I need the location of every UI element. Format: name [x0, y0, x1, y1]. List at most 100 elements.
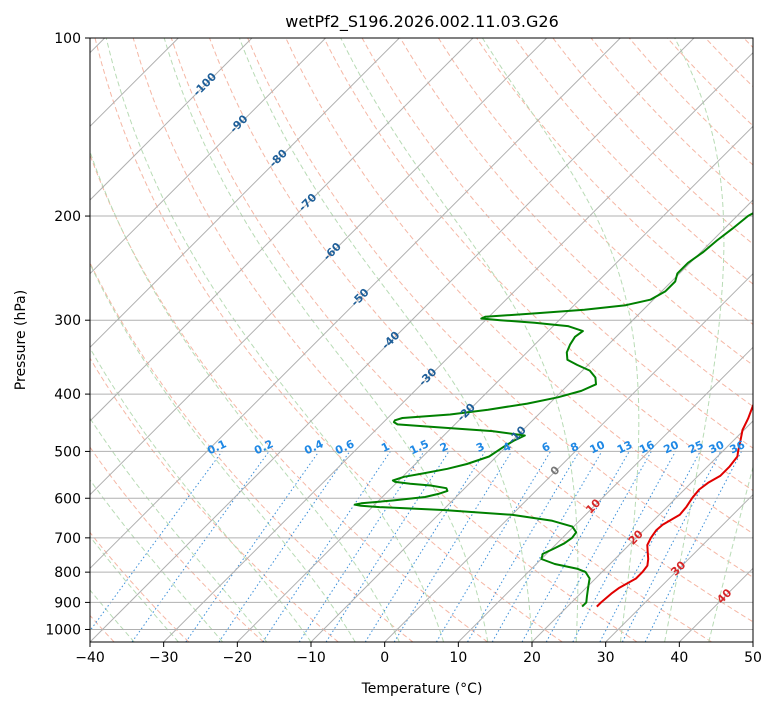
dry-adiabat-line — [552, 38, 753, 245]
dry-adiabat-line — [90, 357, 339, 642]
isotherm-line — [236, 125, 753, 642]
dry-adiabat-line — [90, 446, 264, 642]
moist-adiabat-line — [105, 38, 445, 642]
mixing-ratio-line — [298, 451, 425, 642]
y-tick-label: 500 — [54, 444, 81, 460]
dry-adiabat-line — [514, 38, 753, 285]
mixing-ratio-line — [393, 451, 513, 642]
y-tick-label: 700 — [54, 531, 81, 547]
isotherm-label: -50 — [348, 286, 371, 309]
dry-adiabat-line — [437, 38, 753, 366]
mixing-ratio-line — [467, 451, 580, 642]
dry-adiabat-line — [361, 38, 753, 449]
isotherm-label: -60 — [321, 240, 344, 263]
moist-adiabat-line — [664, 38, 725, 642]
y-tick-label: 300 — [54, 313, 81, 329]
x-axis-label: Temperature (°C) — [361, 681, 483, 697]
y-tick-label: 100 — [54, 31, 81, 47]
moist-adiabat-line — [90, 150, 400, 642]
profile-lines — [353, 212, 753, 608]
mixing-ratio-label: 0.4 — [302, 437, 325, 457]
mixing-ratio-label: 25 — [686, 438, 705, 456]
mixing-ratio-label: 10 — [588, 438, 608, 456]
isotherm-line — [384, 272, 753, 642]
x-tick-label: 20 — [523, 650, 541, 666]
isotherm-line — [90, 38, 621, 570]
dry-adiabat-line — [90, 261, 414, 642]
mixing-ratio-label: 13 — [615, 438, 634, 456]
mixing-ratio-line — [644, 451, 742, 642]
isotherm-line — [90, 38, 400, 349]
y-axis-label: Pressure (hPa) — [13, 290, 29, 390]
isotherm-line — [310, 199, 753, 642]
mixing-ratio-line — [185, 451, 320, 642]
isotherm-line — [752, 641, 753, 642]
background-lines — [90, 38, 753, 642]
isotherm-line — [90, 38, 548, 496]
moist-adiabat-line — [238, 38, 533, 642]
isotherm-line — [605, 493, 753, 642]
isotherm-label: 30 — [668, 558, 688, 578]
chart-title: wetPf2_S196.2026.002.11.03.G26 — [285, 12, 559, 32]
isotherm-line — [90, 38, 474, 422]
isotherm-label: -30 — [416, 365, 439, 388]
x-tick-label: 10 — [449, 650, 467, 666]
mixing-ratio-line — [262, 451, 391, 642]
moist-adiabat-line — [90, 262, 356, 642]
y-tick-label: 1000 — [45, 622, 81, 638]
mixing-ratio-line — [572, 451, 676, 642]
dry-adiabat-line — [132, 38, 638, 642]
x-tick-label: 40 — [670, 650, 688, 666]
x-tick-label: −30 — [149, 650, 179, 666]
line-labels: -100-90-80-70-60-50-40-30-20-10010203040… — [191, 70, 748, 606]
y-tick-label: 900 — [54, 595, 81, 611]
isotherm-line — [90, 38, 695, 642]
x-tick-label: 30 — [597, 650, 615, 666]
plot-frame — [89, 37, 754, 643]
isotherm-label: -90 — [227, 112, 250, 135]
y-tick-label: 400 — [54, 387, 81, 403]
mixing-ratio-label: 0.1 — [205, 437, 228, 457]
isotherm-line — [163, 51, 753, 642]
moist-adiabat-line — [708, 465, 753, 642]
mixing-ratio-line — [521, 451, 630, 642]
mixing-ratio-label: 0.6 — [333, 437, 356, 457]
x-tick-label: −10 — [296, 650, 326, 666]
moist-adiabat-line — [481, 38, 640, 642]
moist-adiabat-line — [163, 38, 489, 642]
y-axis: 100 200 300 400 500 600 700 800 900 1000 — [45, 31, 90, 638]
isotherm-label: -40 — [379, 329, 402, 352]
mixing-ratio-label: 6 — [540, 440, 553, 455]
y-tick-label: 600 — [54, 491, 81, 507]
x-tick-label: 0 — [380, 650, 389, 666]
moist-adiabat-line — [90, 347, 312, 642]
moist-adiabat-line — [340, 38, 579, 642]
isotherm-line — [678, 567, 753, 642]
dry-adiabat-line — [323, 38, 753, 492]
dry-adiabat-line — [94, 38, 563, 642]
mixing-ratio-label: 36 — [728, 438, 748, 456]
mixing-ratio-label: 20 — [662, 438, 682, 456]
dry-adiabat-line — [90, 153, 488, 642]
dry-adiabat-line — [590, 38, 753, 206]
moist-adiabat-line — [90, 417, 268, 642]
mixing-ratio-line — [545, 451, 652, 642]
mixing-ratio-line — [218, 451, 351, 642]
dry-adiabat-line — [90, 531, 190, 642]
dry-adiabat-line — [209, 38, 753, 623]
mixing-ratio-line — [621, 451, 722, 642]
isotherm-label: -70 — [296, 191, 319, 214]
mixing-ratio-line — [435, 451, 552, 642]
mixing-ratio-line — [90, 451, 223, 632]
dry-adiabat-line — [743, 38, 753, 49]
grid-lines — [90, 38, 753, 642]
x-tick-label: −20 — [223, 650, 253, 666]
mixing-ratio-label: 16 — [637, 438, 657, 456]
dry-adiabat-line — [399, 38, 753, 408]
isotherm-line — [90, 38, 327, 275]
isotherm-line — [531, 420, 753, 642]
mixing-ratio-line — [325, 451, 450, 642]
y-tick-label: 200 — [54, 209, 81, 225]
y-tick-label: 800 — [54, 565, 81, 581]
